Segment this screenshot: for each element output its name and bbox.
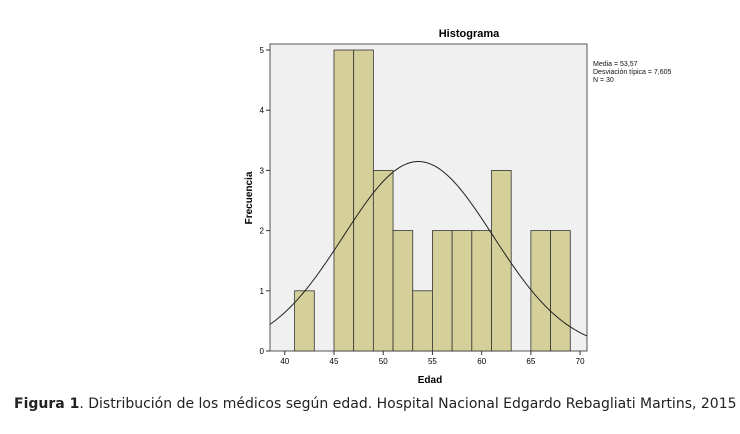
stats-mean: Media = 53,57	[593, 61, 638, 68]
histogram-bar-8	[451, 230, 473, 352]
figure-caption: Figura 1. Distribución de los médicos se…	[14, 396, 737, 412]
x-tick-label-3: 55	[428, 357, 437, 366]
histogram-bar-3	[353, 49, 374, 352]
normal-curve	[269, 161, 588, 337]
stats-n: N = 30	[593, 77, 614, 84]
caption-label: Figura 1	[14, 396, 80, 412]
bars-group	[294, 49, 571, 352]
stats-box: Media = 53,57 Desviación típica = 7,605 …	[593, 61, 671, 85]
x-axis-label: Edad	[418, 375, 442, 386]
x-tick-label-4: 60	[477, 357, 486, 366]
histogram-bar-7	[432, 230, 453, 352]
y-tick-label-5: 5	[260, 46, 265, 55]
histogram-bar-2	[333, 49, 355, 352]
chart-title: Histograma	[439, 28, 500, 40]
y-tick-label-2: 2	[260, 227, 265, 236]
stats-sd: Desviación típica = 7,605	[593, 69, 672, 76]
x-tick-label-1: 45	[330, 357, 339, 366]
x-tick-label-5: 65	[526, 357, 535, 366]
y-axis-label: Frecuencia	[244, 171, 255, 224]
histogram-bar-4	[372, 170, 394, 352]
x-tick-label-2: 50	[379, 357, 388, 366]
y-tick-label-0: 0	[260, 347, 265, 356]
y-tick-label-4: 4	[260, 106, 265, 115]
histogram-bar-9	[471, 230, 492, 352]
histogram-bar-10	[491, 170, 512, 352]
x-axis: 40 45 50 55 60 65 70	[280, 351, 585, 366]
y-tick-label-3: 3	[260, 166, 265, 175]
histogram-bar-6	[412, 290, 433, 352]
y-tick-label-1: 1	[260, 287, 265, 296]
histogram-bar-12	[530, 230, 551, 352]
x-tick-label-0: 40	[280, 357, 289, 366]
x-tick-label-6: 70	[576, 357, 585, 366]
y-axis: 0 1 2 3 4 5	[260, 46, 270, 356]
histogram-bar-5	[392, 230, 414, 352]
caption-text: . Distribución de los médicos según edad…	[79, 396, 737, 412]
histogram-bar-13	[550, 230, 571, 352]
